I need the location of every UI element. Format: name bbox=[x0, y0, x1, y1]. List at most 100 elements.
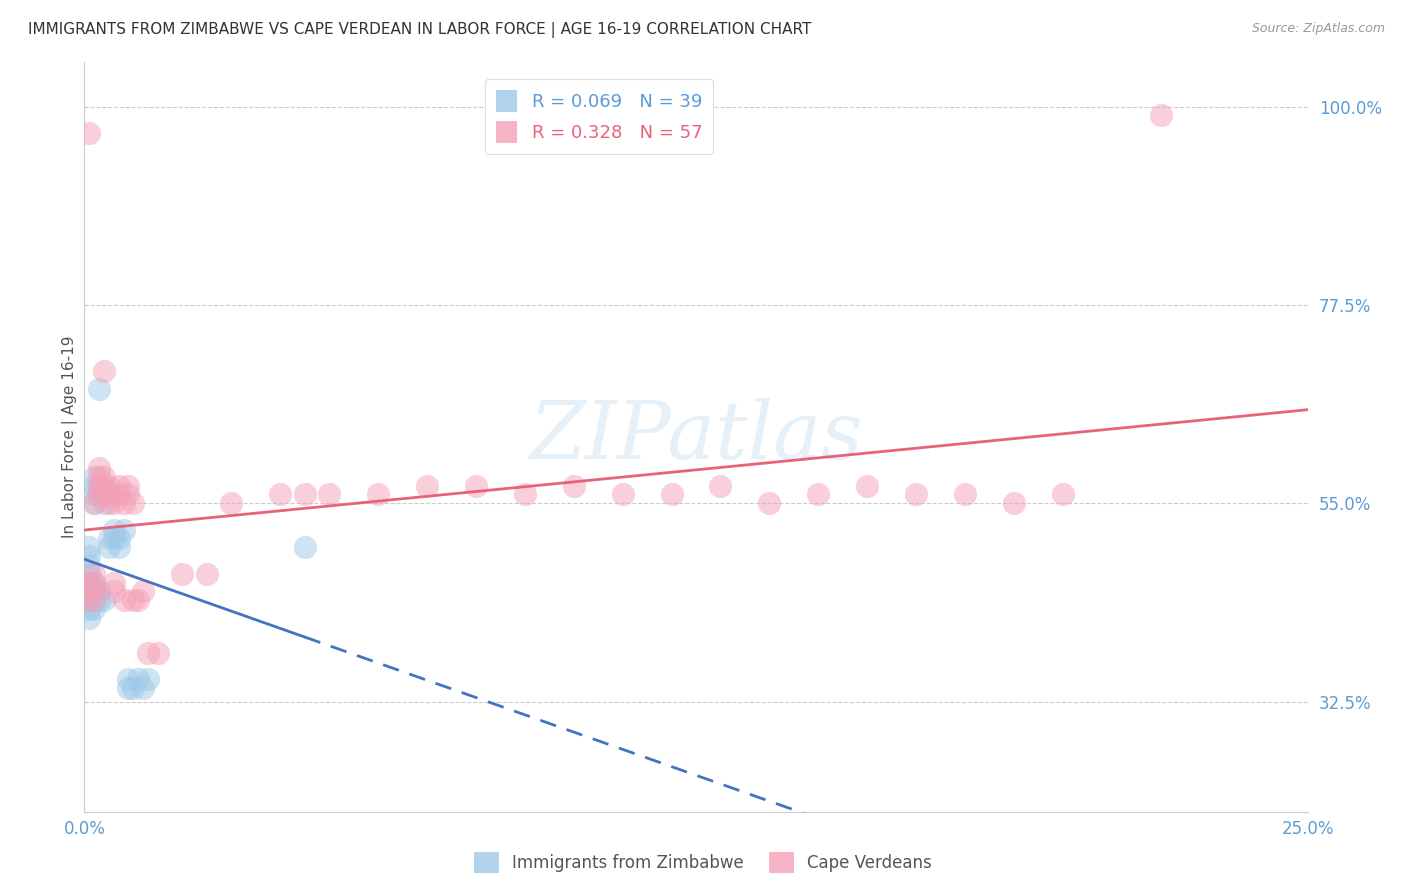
Point bbox=[709, 478, 731, 492]
Point bbox=[1150, 108, 1173, 122]
Point bbox=[103, 575, 125, 590]
Point bbox=[97, 541, 120, 555]
Point bbox=[97, 496, 120, 510]
Y-axis label: In Labor Force | Age 16-19: In Labor Force | Age 16-19 bbox=[62, 335, 79, 539]
Point bbox=[294, 487, 316, 501]
Point bbox=[318, 487, 340, 501]
Point bbox=[93, 487, 115, 501]
Point bbox=[905, 487, 928, 501]
Point bbox=[136, 673, 159, 687]
Point bbox=[93, 593, 115, 607]
Point bbox=[77, 541, 100, 555]
Point bbox=[269, 487, 291, 501]
Point bbox=[77, 593, 100, 607]
Point bbox=[107, 478, 129, 492]
Point bbox=[103, 584, 125, 599]
Point bbox=[87, 487, 110, 501]
Point bbox=[97, 478, 120, 492]
Point bbox=[107, 541, 129, 555]
Point bbox=[562, 478, 585, 492]
Point bbox=[83, 602, 105, 616]
Point bbox=[107, 487, 129, 501]
Point bbox=[83, 584, 105, 599]
Point bbox=[83, 496, 105, 510]
Point bbox=[83, 575, 105, 590]
Point bbox=[112, 523, 135, 537]
Point bbox=[87, 469, 110, 483]
Point bbox=[103, 532, 125, 546]
Point bbox=[172, 566, 194, 581]
Point bbox=[117, 681, 139, 696]
Point bbox=[136, 646, 159, 660]
Point bbox=[103, 496, 125, 510]
Point bbox=[97, 532, 120, 546]
Point bbox=[103, 523, 125, 537]
Point bbox=[83, 593, 105, 607]
Point bbox=[132, 584, 155, 599]
Point bbox=[77, 611, 100, 625]
Point bbox=[83, 469, 105, 483]
Point bbox=[758, 496, 780, 510]
Point bbox=[107, 532, 129, 546]
Legend: Immigrants from Zimbabwe, Cape Verdeans: Immigrants from Zimbabwe, Cape Verdeans bbox=[467, 846, 939, 880]
Point bbox=[661, 487, 683, 501]
Point bbox=[132, 681, 155, 696]
Point bbox=[117, 478, 139, 492]
Point bbox=[77, 593, 100, 607]
Point bbox=[87, 478, 110, 492]
Point bbox=[807, 487, 830, 501]
Point bbox=[294, 541, 316, 555]
Point bbox=[612, 487, 634, 501]
Point bbox=[195, 566, 218, 581]
Point bbox=[122, 681, 145, 696]
Point bbox=[77, 575, 100, 590]
Point bbox=[77, 584, 100, 599]
Point bbox=[93, 469, 115, 483]
Point bbox=[146, 646, 169, 660]
Point bbox=[122, 496, 145, 510]
Point bbox=[83, 478, 105, 492]
Point bbox=[97, 487, 120, 501]
Point bbox=[87, 382, 110, 396]
Point bbox=[953, 487, 976, 501]
Point bbox=[93, 364, 115, 378]
Point bbox=[87, 593, 110, 607]
Point bbox=[87, 478, 110, 492]
Point bbox=[77, 566, 100, 581]
Point bbox=[112, 593, 135, 607]
Point bbox=[127, 593, 149, 607]
Point bbox=[127, 673, 149, 687]
Point bbox=[856, 478, 879, 492]
Point bbox=[117, 487, 139, 501]
Point bbox=[416, 478, 439, 492]
Point bbox=[219, 496, 242, 510]
Point bbox=[1002, 496, 1025, 510]
Point bbox=[83, 593, 105, 607]
Point bbox=[93, 487, 115, 501]
Point bbox=[93, 478, 115, 492]
Point bbox=[77, 602, 100, 616]
Point bbox=[83, 487, 105, 501]
Text: IMMIGRANTS FROM ZIMBABWE VS CAPE VERDEAN IN LABOR FORCE | AGE 16-19 CORRELATION : IMMIGRANTS FROM ZIMBABWE VS CAPE VERDEAN… bbox=[28, 22, 811, 38]
Point bbox=[77, 584, 100, 599]
Point bbox=[513, 487, 536, 501]
Legend: R = 0.069   N = 39, R = 0.328   N = 57: R = 0.069 N = 39, R = 0.328 N = 57 bbox=[485, 79, 713, 153]
Point bbox=[87, 584, 110, 599]
Point bbox=[112, 496, 135, 510]
Point bbox=[83, 584, 105, 599]
Point bbox=[77, 558, 100, 572]
Text: Source: ZipAtlas.com: Source: ZipAtlas.com bbox=[1251, 22, 1385, 36]
Point bbox=[77, 575, 100, 590]
Point bbox=[77, 126, 100, 140]
Point bbox=[87, 487, 110, 501]
Point bbox=[83, 496, 105, 510]
Point bbox=[367, 487, 389, 501]
Point bbox=[122, 593, 145, 607]
Point bbox=[1052, 487, 1074, 501]
Point bbox=[77, 549, 100, 563]
Point bbox=[87, 461, 110, 475]
Point bbox=[464, 478, 486, 492]
Text: ZIPatlas: ZIPatlas bbox=[529, 399, 863, 475]
Point bbox=[83, 566, 105, 581]
Point bbox=[93, 496, 115, 510]
